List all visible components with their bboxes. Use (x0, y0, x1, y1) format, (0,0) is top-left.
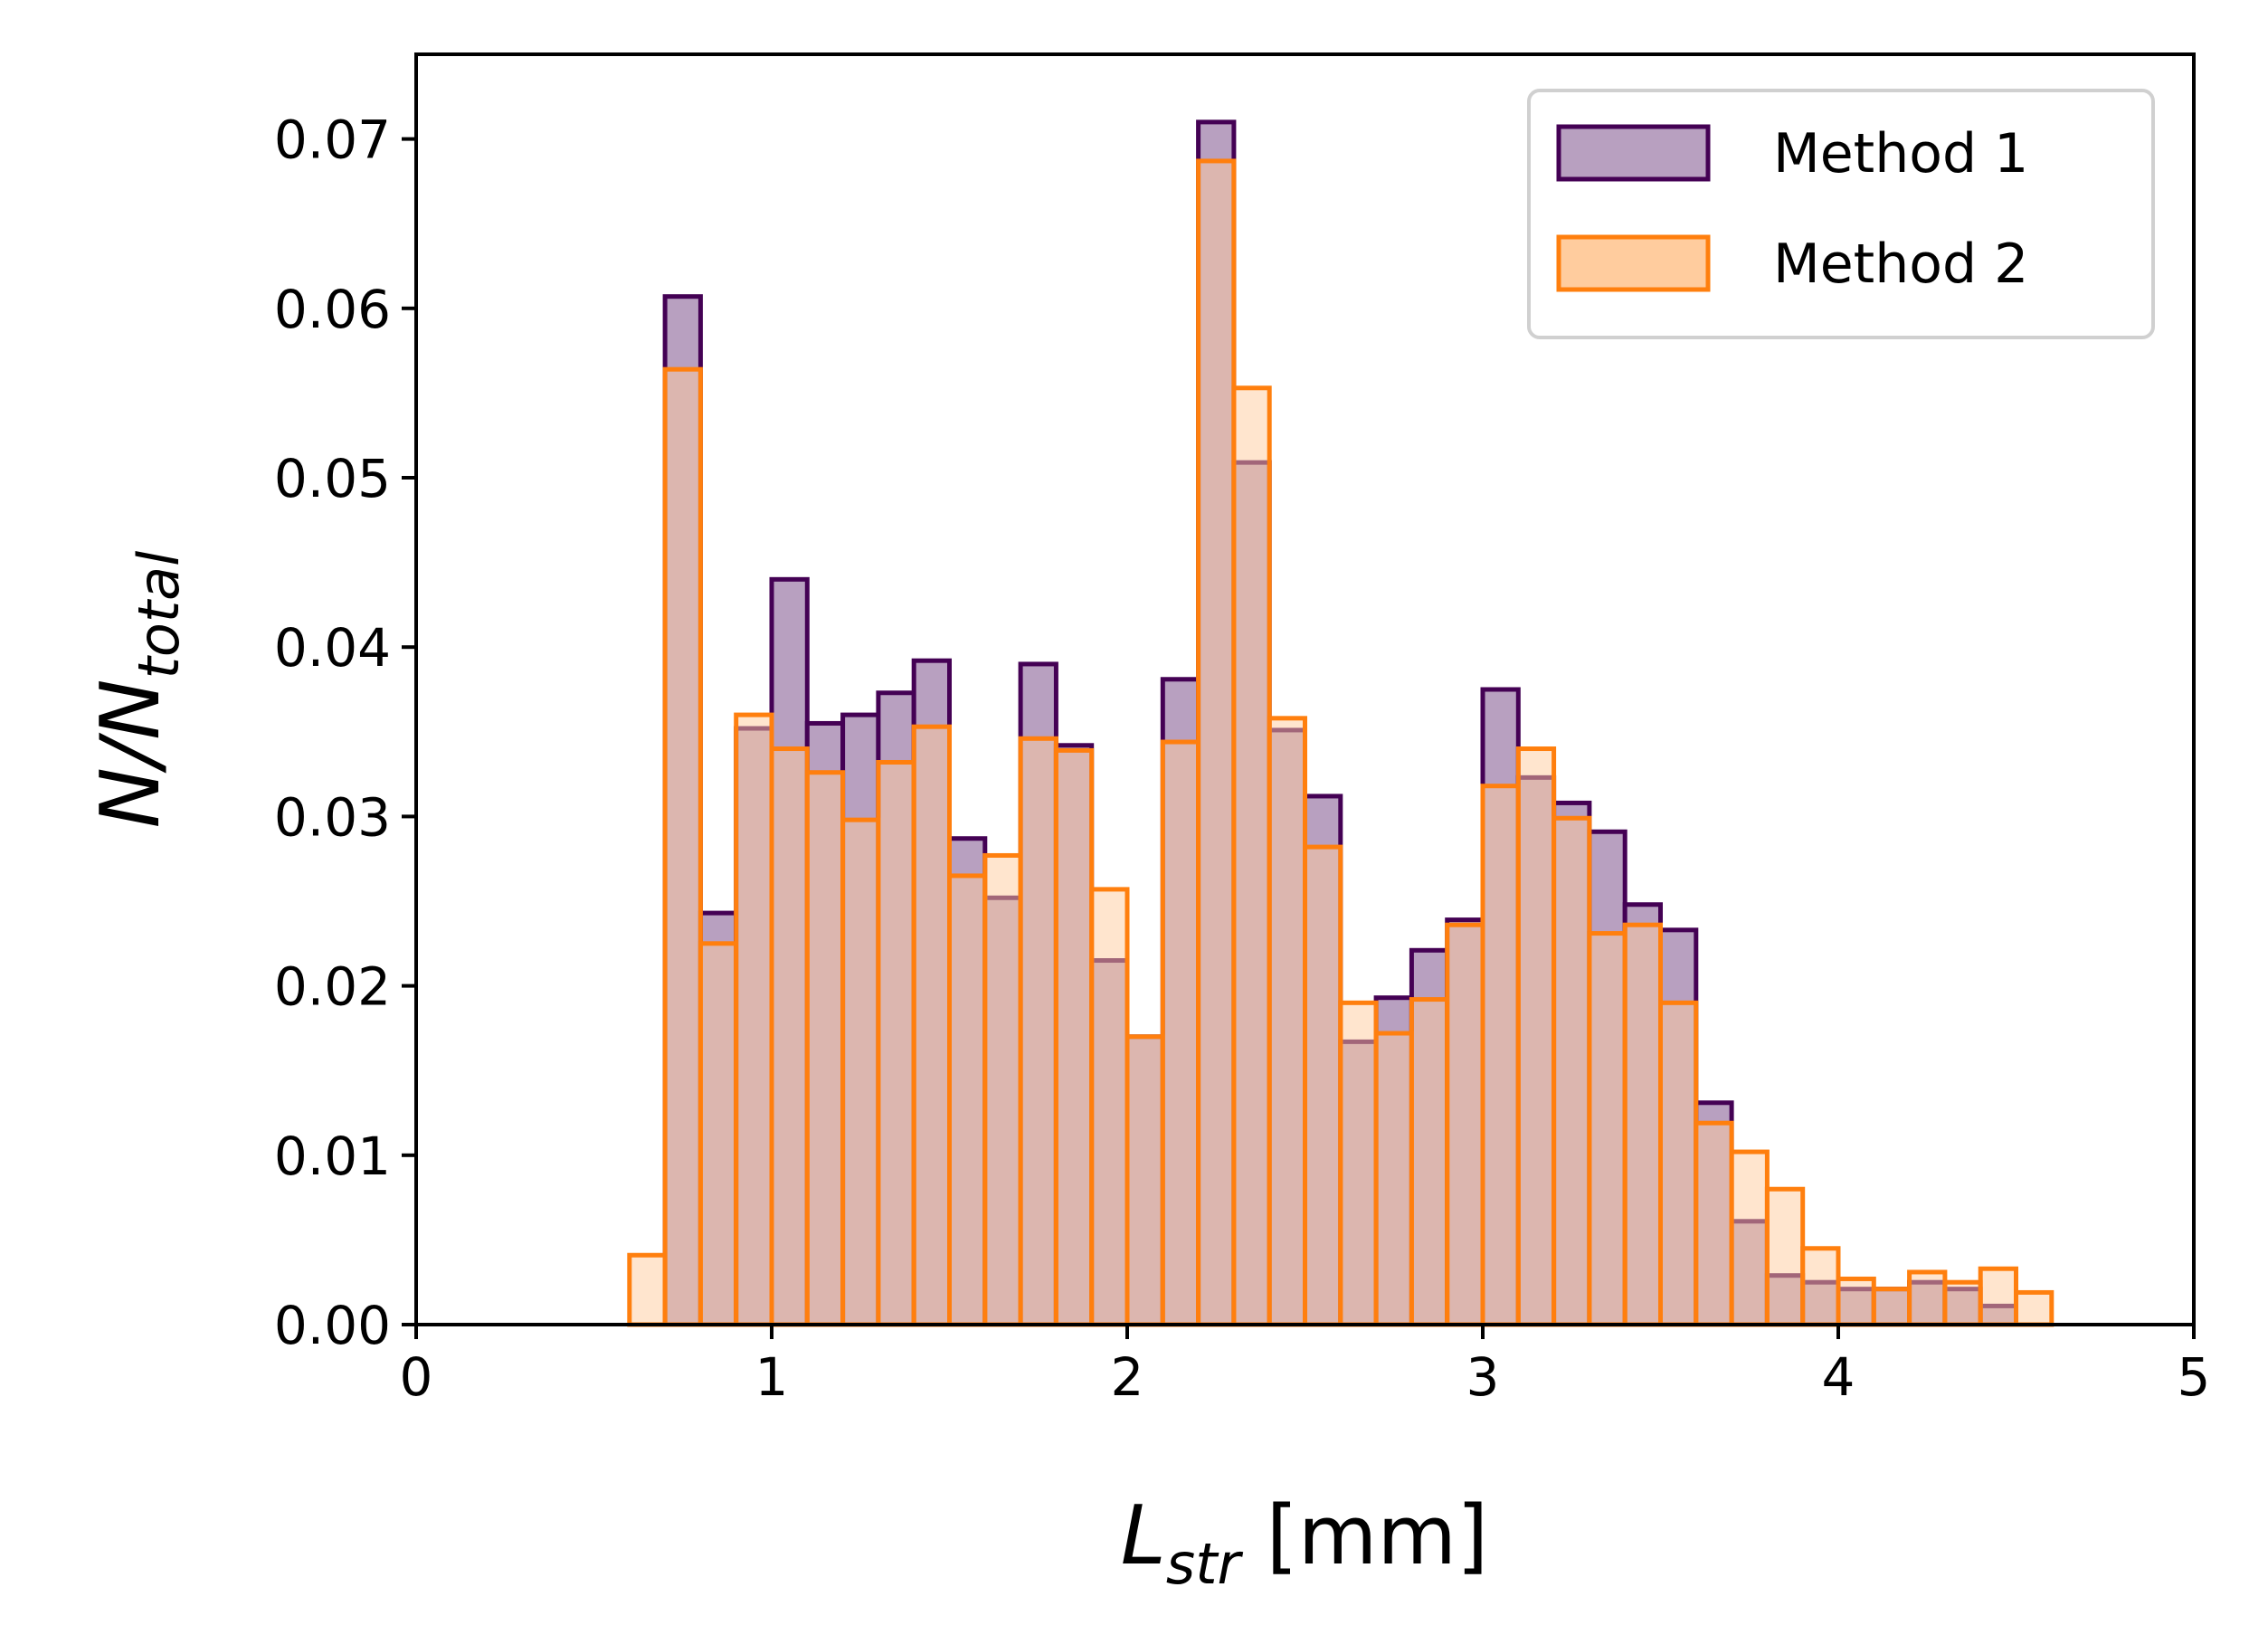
legend-label-method-1: Method 1 (1773, 122, 2028, 185)
bar-method-2 (1409, 997, 1450, 1327)
plot-frame (414, 52, 2196, 1326)
x-axis-subscript: str (1166, 1531, 1244, 1597)
bar-method-2 (769, 746, 810, 1327)
bars-layer (627, 119, 2054, 1327)
bar-method-2 (1373, 1031, 1414, 1327)
bar-method-2 (876, 759, 916, 1327)
bar-method-2 (1729, 1149, 1770, 1327)
x-tick-label: 5 (2178, 1346, 2211, 1408)
bar-method-2 (804, 770, 846, 1327)
bar-method-2 (1942, 1279, 1983, 1327)
bar-method-2 (1267, 716, 1307, 1327)
y-axis-symbol: N/N (83, 679, 178, 828)
legend-label-method-2: Method 2 (1773, 233, 2028, 296)
bar-method-2 (1231, 385, 1272, 1327)
bar-method-2 (2014, 1289, 2054, 1327)
bar-method-2 (1338, 1000, 1379, 1327)
y-axis-title: N/Ntotal (83, 551, 192, 829)
y-tick-label: 0.03 (274, 786, 391, 848)
y-tick-label: 0.01 (274, 1126, 391, 1187)
bar-method-2 (1480, 784, 1521, 1327)
bar-method-2 (1622, 922, 1663, 1327)
bar-method-2 (1196, 158, 1237, 1327)
bar-method-2 (1515, 746, 1557, 1327)
bar-method-2 (1018, 736, 1058, 1327)
bar-method-2 (1552, 815, 1592, 1327)
bar-method-2 (1694, 1120, 1734, 1327)
x-tick-label: 1 (755, 1346, 789, 1408)
series-method-2 (627, 158, 2054, 1327)
y-axis-subscript: total (126, 551, 192, 679)
bar-method-2 (982, 852, 1023, 1327)
legend: Method 1 Method 2 (1527, 89, 2155, 339)
bar-method-2 (1978, 1266, 2018, 1327)
x-tick-label: 0 (400, 1346, 433, 1408)
y-tick-label: 0.04 (274, 617, 391, 679)
bar-method-2 (1089, 887, 1130, 1327)
x-axis-title: Lstr [mm] (1121, 1488, 1488, 1597)
y-tick-label: 0.00 (274, 1295, 391, 1356)
x-axis-unit: [mm] (1240, 1488, 1488, 1583)
bar-method-2 (1125, 1034, 1165, 1327)
bar-method-2 (911, 724, 953, 1327)
bar-method-2 (1053, 747, 1095, 1327)
x-axis-symbol: L (1121, 1488, 1166, 1583)
legend-swatch-method-1 (1556, 124, 1711, 182)
bar-method-2 (1764, 1186, 1806, 1327)
bar-method-2 (1445, 922, 1485, 1327)
bar-method-2 (1871, 1287, 1912, 1327)
bar-method-2 (1303, 844, 1343, 1327)
y-tick-label: 0.02 (274, 956, 391, 1018)
axes-layer: 0 1 2 3 4 5 0.00 0.01 0.02 0.03 0.04 0.05 0.06 0.07 (274, 109, 2211, 1408)
bar-method-2 (697, 941, 739, 1327)
y-tick-label: 0.07 (274, 109, 391, 171)
bar-method-2 (662, 366, 703, 1327)
bar-method-2 (1836, 1276, 1876, 1327)
bar-method-2 (947, 873, 988, 1327)
y-tick-label: 0.06 (274, 279, 391, 340)
y-tick-label: 0.05 (274, 448, 391, 509)
legend-swatch-method-2 (1556, 234, 1711, 292)
bar-method-2 (1800, 1246, 1841, 1327)
x-tick-label: 3 (1466, 1346, 1500, 1408)
bar-method-2 (1658, 1000, 1699, 1327)
bar-method-2 (840, 817, 881, 1327)
bar-method-2 (1907, 1269, 1948, 1327)
bar-method-2 (627, 1252, 668, 1327)
bar-method-2 (1587, 931, 1627, 1327)
x-tick-label: 2 (1111, 1346, 1144, 1408)
x-tick-label: 4 (1822, 1346, 1855, 1408)
bar-method-2 (1160, 739, 1201, 1327)
bar-method-2 (734, 712, 774, 1327)
